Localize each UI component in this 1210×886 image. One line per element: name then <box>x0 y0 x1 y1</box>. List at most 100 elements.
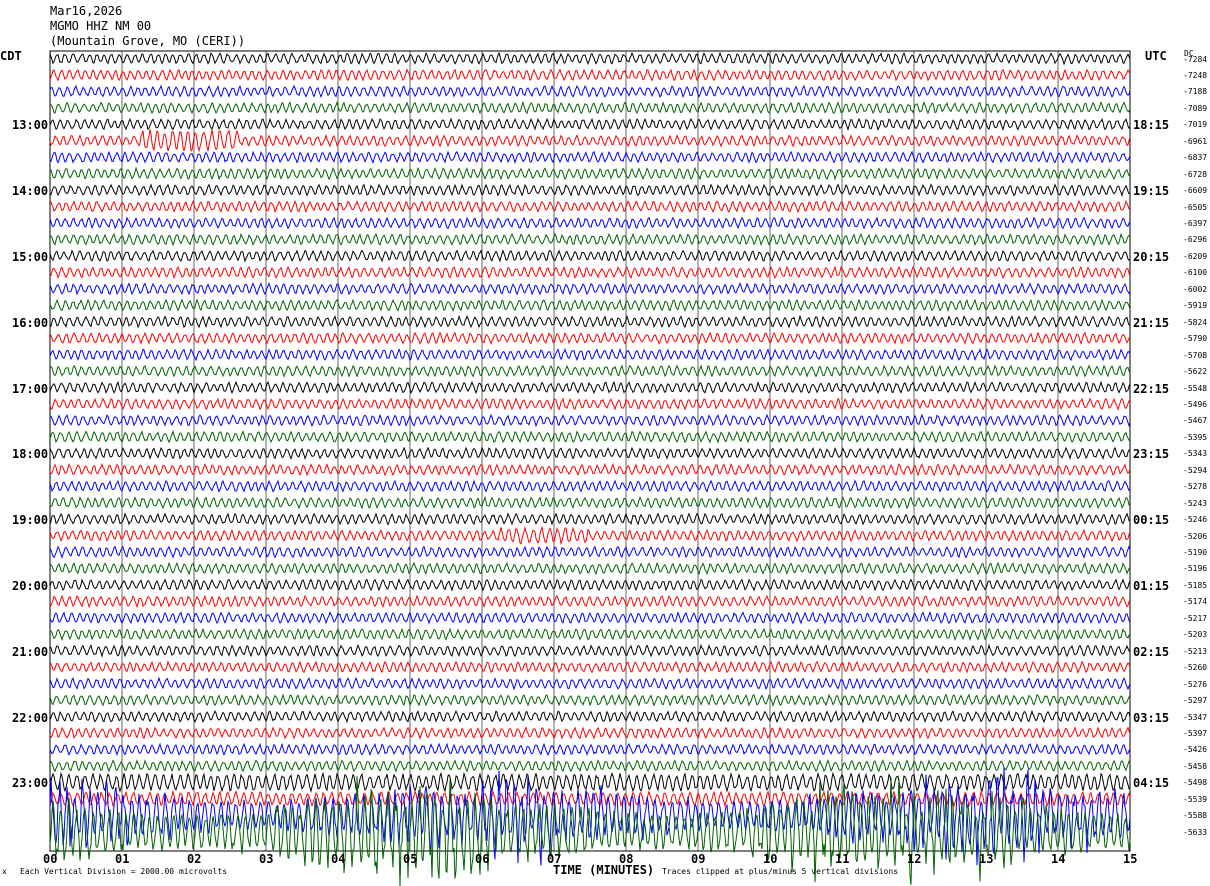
x-tick-label: 07 <box>547 852 562 866</box>
right-hour-label: 21:15 <box>1133 315 1170 330</box>
trace-row <box>49 100 1131 115</box>
trace-row <box>49 282 1131 296</box>
right-hour-label: 02:15 <box>1133 644 1170 659</box>
dc-offset-label: -6961 <box>1183 136 1208 146</box>
dc-offset-label: -5294 <box>1183 465 1208 475</box>
dc-offset-label: -5498 <box>1183 778 1208 788</box>
dc-offset-label: -5217 <box>1183 613 1208 623</box>
dc-offset-label: -5633 <box>1183 827 1208 837</box>
x-axis-title: TIME (MINUTES) <box>553 863 655 877</box>
trace-row <box>49 462 1131 477</box>
trace-row <box>49 643 1131 658</box>
x-tick-label: 15 <box>1123 852 1138 866</box>
dc-offset-label: -5174 <box>1183 597 1208 607</box>
dc-offset-label: -6100 <box>1183 268 1208 278</box>
dc-offset-label: -5297 <box>1183 696 1208 706</box>
dc-offset-label: -5919 <box>1183 301 1208 311</box>
dc-offset-label: -5343 <box>1183 449 1208 459</box>
right-hour-label: 00:15 <box>1133 513 1170 528</box>
seismic-traces <box>49 51 1131 886</box>
trace-row <box>49 776 1131 886</box>
dc-offset-label: -5196 <box>1183 564 1208 574</box>
dc-offset-label: -5276 <box>1183 679 1208 689</box>
trace-row <box>49 561 1131 576</box>
left-hour-label: 14:00 <box>12 184 49 199</box>
dc-offset-label: -5206 <box>1183 531 1208 541</box>
dc-offset-label: -5260 <box>1183 663 1208 673</box>
trace-row <box>49 314 1130 329</box>
station-location: (Mountain Grove, MO (CERI)) <box>50 34 246 48</box>
right-timezone-label: UTC <box>1145 49 1167 63</box>
clip-note: Traces clipped at plus/minus 5 vertical … <box>662 867 899 876</box>
trace-row <box>49 709 1131 724</box>
dc-offset-label: -6609 <box>1183 186 1208 196</box>
trace-row <box>49 594 1131 609</box>
dc-offset-label: -7284 <box>1183 54 1208 64</box>
trace-row <box>49 446 1131 461</box>
trace-row <box>49 84 1131 99</box>
right-hour-label: 01:15 <box>1133 578 1170 593</box>
trace-row <box>49 117 1131 132</box>
trace-row <box>49 726 1131 740</box>
dc-offset-label: -6002 <box>1183 284 1208 294</box>
trace-row <box>49 183 1131 198</box>
dc-offset-label: -5496 <box>1183 399 1208 409</box>
plot-date: Mar16,2026 <box>50 4 123 18</box>
trace-row <box>49 347 1131 362</box>
trace-row <box>49 397 1131 411</box>
trace-row <box>49 68 1131 82</box>
left-hour-label: 21:00 <box>12 644 49 659</box>
x-tick-label: 11 <box>835 852 850 866</box>
dc-offset-label: -6209 <box>1183 251 1208 261</box>
dc-offset-label: -5397 <box>1183 728 1208 738</box>
trace-row <box>49 693 1131 708</box>
dc-offset-label: -5203 <box>1183 630 1208 640</box>
station-code: MGMO HHZ NM 00 <box>50 19 152 33</box>
x-tick-label: 04 <box>331 852 346 866</box>
dc-offset-label: -5426 <box>1183 745 1208 755</box>
trace-row <box>49 789 1131 808</box>
left-hour-label: 17:00 <box>12 381 49 396</box>
x-tick-label: 00 <box>43 852 58 866</box>
trace-row <box>49 129 1131 153</box>
trace-row <box>49 676 1131 691</box>
right-hour-label: 19:15 <box>1133 184 1170 199</box>
left-hour-label: 23:00 <box>12 776 49 791</box>
trace-row <box>49 380 1131 395</box>
trace-row <box>49 479 1131 494</box>
right-hour-label: 22:15 <box>1133 381 1170 396</box>
dc-offset-label: -5395 <box>1183 432 1208 442</box>
dc-offset-label: -7188 <box>1183 87 1208 97</box>
left-hour-label: 19:00 <box>12 513 49 528</box>
x-tick-label: 08 <box>619 852 634 866</box>
x-tick-label: 02 <box>187 852 202 866</box>
trace-row <box>49 742 1131 757</box>
left-hour-label: 18:00 <box>12 447 49 462</box>
trace-row <box>50 166 1131 181</box>
dc-offset-label: -5824 <box>1183 317 1208 327</box>
dc-offset-label: -6296 <box>1183 235 1208 245</box>
dc-offset-label: -6505 <box>1183 202 1208 212</box>
trace-row <box>49 767 1131 866</box>
trace-row <box>49 232 1131 247</box>
dc-offset-label: -5708 <box>1183 350 1208 360</box>
right-hour-label: 20:15 <box>1133 249 1170 264</box>
trace-row <box>49 495 1131 510</box>
dc-offset-label: -7248 <box>1183 70 1208 80</box>
right-hour-label: 23:15 <box>1133 447 1170 462</box>
trace-row <box>49 249 1131 263</box>
x-tick-label: 13 <box>979 852 994 866</box>
trace-row <box>49 759 1131 773</box>
dc-offset-label: -5278 <box>1183 482 1208 492</box>
trace-row <box>49 577 1131 592</box>
x-tick-label: 12 <box>907 852 922 866</box>
trace-row <box>49 771 1131 794</box>
x-tick-label: 01 <box>115 852 130 866</box>
trace-row <box>49 429 1131 444</box>
trace-row <box>49 660 1131 674</box>
x-tick-label: 03 <box>259 852 274 866</box>
trace-row <box>49 610 1131 625</box>
left-hour-label: 13:00 <box>12 118 49 133</box>
trace-row <box>49 512 1131 526</box>
